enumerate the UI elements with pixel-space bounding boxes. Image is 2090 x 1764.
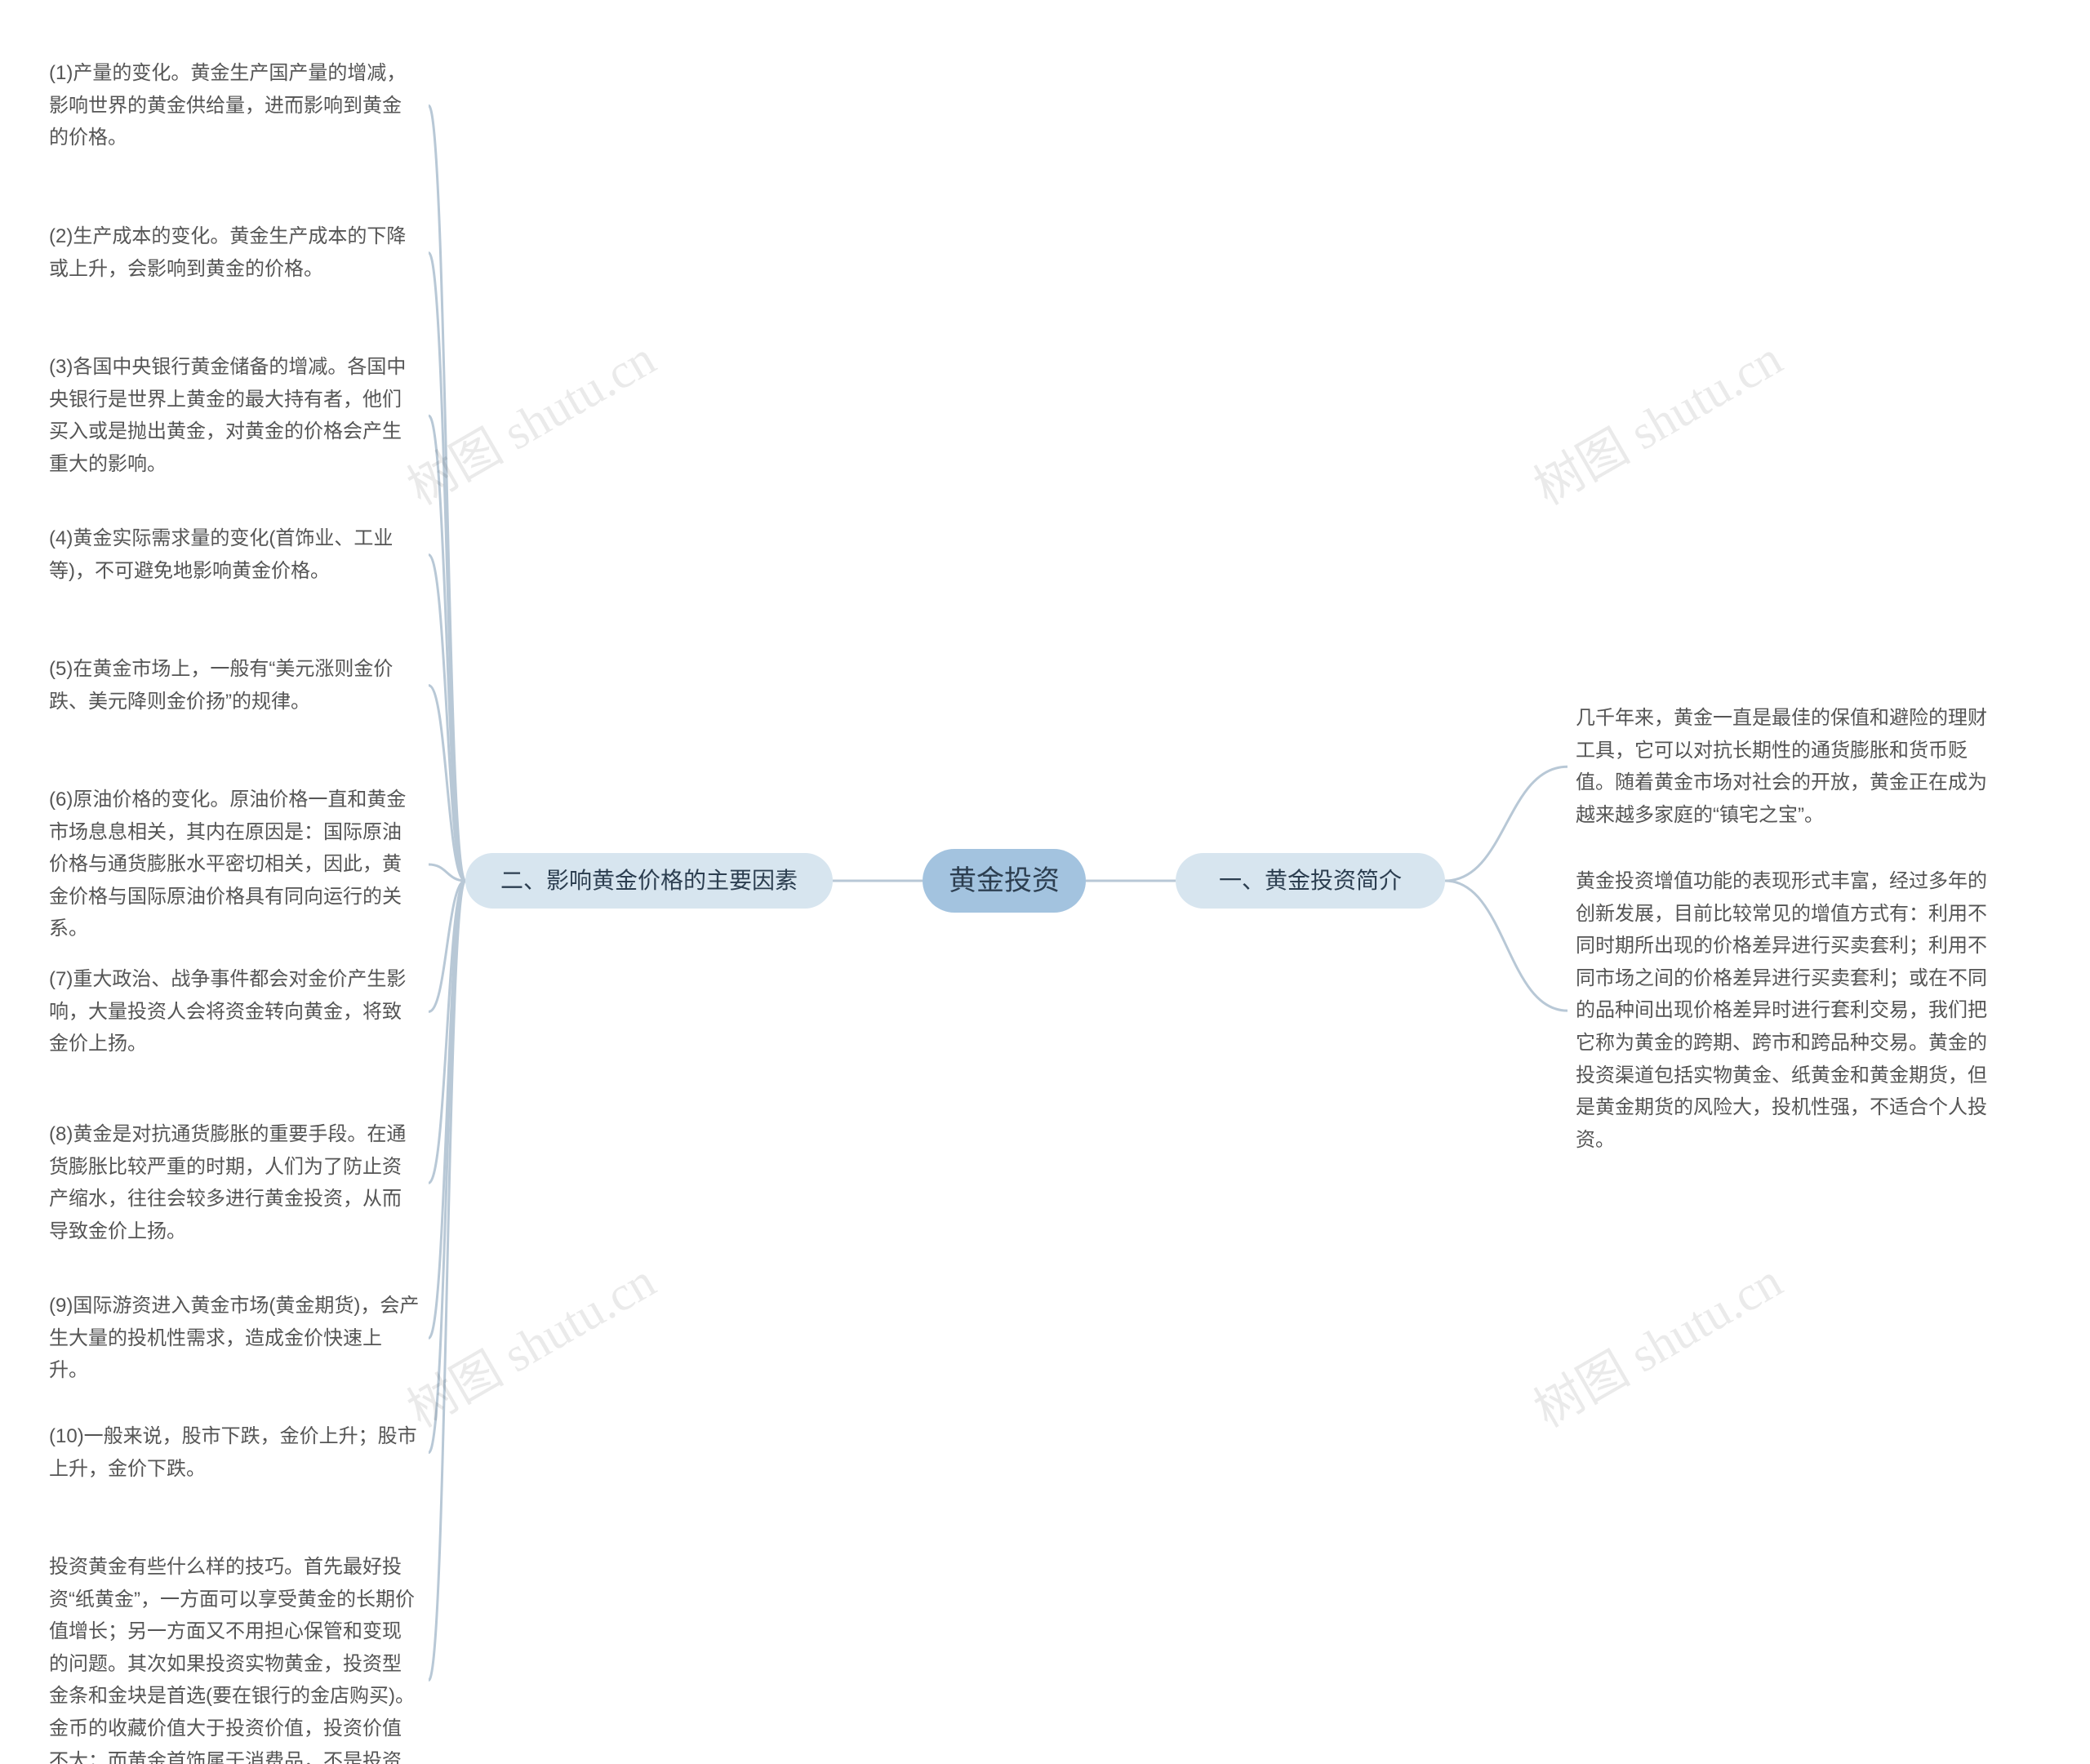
leaf-node[interactable]: (1)产量的变化。黄金生产国产量的增减，影响世界的黄金供给量，进而影响到黄金的价…	[49, 57, 420, 154]
leaf-node[interactable]: (8)黄金是对抗通货膨胀的重要手段。在通货膨胀比较严重的时期，人们为了防止资产缩…	[49, 1118, 420, 1247]
leaf-node[interactable]: 几千年来，黄金一直是最佳的保值和避险的理财工具，它可以对抗长期性的通货膨胀和货币…	[1576, 702, 1992, 831]
leaf-node[interactable]: 投资黄金有些什么样的技巧。首先最好投资“纸黄金”，一方面可以享受黄金的长期价值增…	[49, 1551, 420, 1764]
branch-node-factors[interactable]: 二、影响黄金价格的主要因素	[465, 853, 833, 909]
leaf-node[interactable]: (4)黄金实际需求量的变化(首饰业、工业等)，不可避免地影响黄金价格。	[49, 522, 420, 587]
leaf-node[interactable]: (7)重大政治、战争事件都会对金价产生影响，大量投资人会将资金转向黄金，将致金价…	[49, 963, 420, 1060]
branch-label: 一、黄金投资简介	[1219, 864, 1402, 898]
root-label: 黄金投资	[949, 860, 1060, 902]
leaf-node[interactable]: (3)各国中央银行黄金储备的增减。各国中央银行是世界上黄金的最大持有者，他们买入…	[49, 351, 420, 480]
leaf-node[interactable]: (6)原油价格的变化。原油价格一直和黄金市场息息相关，其内在原因是：国际原油价格…	[49, 784, 420, 945]
leaf-node[interactable]: (9)国际游资进入黄金市场(黄金期货)，会产生大量的投机性需求，造成金价快速上升…	[49, 1290, 420, 1387]
watermark: 树图 shutu.cn	[1519, 1242, 1793, 1442]
mindmap-canvas: 树图 shutu.cn 树图 shutu.cn 树图 shutu.cn 树图 s…	[0, 0, 2090, 1764]
leaf-node[interactable]: 黄金投资增值功能的表现形式丰富，经过多年的创新发展，目前比较常见的增值方式有：利…	[1576, 865, 1992, 1156]
watermark: 树图 shutu.cn	[393, 1242, 666, 1442]
leaf-node[interactable]: (2)生产成本的变化。黄金生产成本的下降或上升，会影响到黄金的价格。	[49, 220, 420, 285]
root-node[interactable]: 黄金投资	[923, 849, 1086, 913]
branch-label: 二、影响黄金价格的主要因素	[500, 864, 798, 898]
branch-node-intro[interactable]: 一、黄金投资简介	[1176, 853, 1445, 909]
leaf-node[interactable]: (5)在黄金市场上，一般有“美元涨则金价跌、美元降则金价扬”的规律。	[49, 653, 420, 718]
leaf-node[interactable]: (10)一般来说，股市下跌，金价上升；股市上升，金价下跌。	[49, 1420, 420, 1485]
watermark: 树图 shutu.cn	[393, 320, 666, 519]
watermark: 树图 shutu.cn	[1519, 320, 1793, 519]
